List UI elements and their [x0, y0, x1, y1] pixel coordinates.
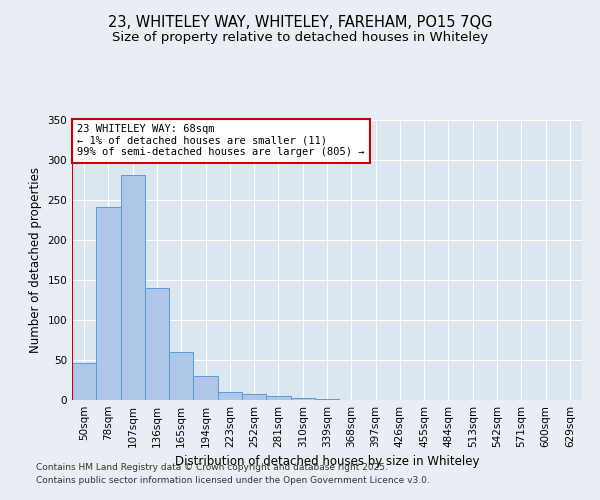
Bar: [169, 352, 193, 400]
Bar: [266, 396, 290, 400]
X-axis label: Distribution of detached houses by size in Whiteley: Distribution of detached houses by size …: [175, 456, 479, 468]
Text: 23, WHITELEY WAY, WHITELEY, FAREHAM, PO15 7QG: 23, WHITELEY WAY, WHITELEY, FAREHAM, PO1…: [108, 15, 492, 30]
Bar: [72, 363, 96, 400]
Bar: [290, 398, 315, 400]
Text: Contains HM Land Registry data © Crown copyright and database right 2025.: Contains HM Land Registry data © Crown c…: [36, 462, 388, 471]
Bar: [193, 376, 218, 400]
Bar: [121, 175, 145, 400]
Bar: [218, 392, 242, 400]
Text: Contains public sector information licensed under the Open Government Licence v3: Contains public sector information licen…: [36, 476, 430, 485]
Y-axis label: Number of detached properties: Number of detached properties: [29, 167, 42, 353]
Bar: [242, 394, 266, 400]
Bar: [96, 207, 121, 400]
Bar: [315, 399, 339, 400]
Bar: [145, 288, 169, 400]
Text: Size of property relative to detached houses in Whiteley: Size of property relative to detached ho…: [112, 31, 488, 44]
Text: 23 WHITELEY WAY: 68sqm
← 1% of detached houses are smaller (11)
99% of semi-deta: 23 WHITELEY WAY: 68sqm ← 1% of detached …: [77, 124, 365, 158]
